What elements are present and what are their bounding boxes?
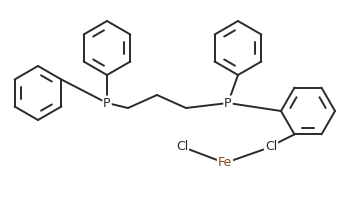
Text: Cl: Cl xyxy=(176,141,188,153)
Text: P: P xyxy=(224,96,232,110)
Text: P: P xyxy=(103,96,111,110)
Text: Fe: Fe xyxy=(218,157,232,169)
Text: Cl: Cl xyxy=(265,141,277,153)
